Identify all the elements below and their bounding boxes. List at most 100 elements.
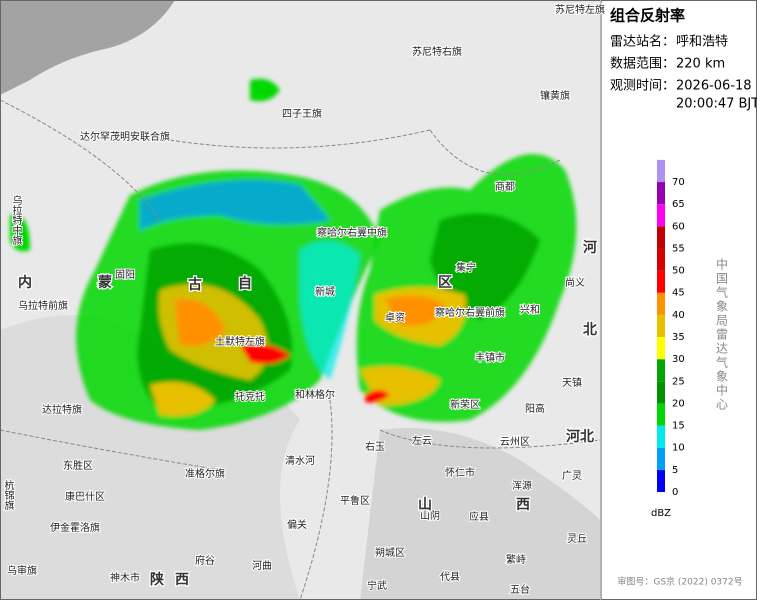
- region-label: 陕: [150, 571, 164, 588]
- info-value: 20:00:47 BJT: [676, 97, 757, 112]
- terrain-dark: [0, 0, 175, 95]
- info-value: 呼和浩特: [676, 35, 728, 50]
- colorbar-cell: [657, 182, 665, 205]
- colorbar-tick-label: 5: [672, 465, 678, 476]
- echo: [240, 343, 290, 364]
- place-label: 集宁: [456, 261, 476, 274]
- place-label: 和林格尔: [295, 388, 335, 401]
- place-label: 固阳: [115, 269, 135, 281]
- place-label: 达拉特旗: [42, 403, 82, 416]
- colorbar-cell: [657, 381, 665, 404]
- region-label: 河北: [566, 428, 594, 445]
- approval-label: 审图号：GS京 (2022) 0372号: [617, 576, 742, 588]
- place-label: 乌拉特中旗: [10, 194, 22, 246]
- colorbar-cell: [657, 447, 665, 470]
- place-label: 繁峙: [506, 553, 526, 566]
- panel-title: 组合反射率: [610, 7, 685, 25]
- colorbar-tick-label: 0: [672, 487, 678, 498]
- place-label: 四子王旗: [282, 107, 322, 120]
- colorbar-tick-label: 70: [672, 177, 685, 188]
- place-label: 山阴: [420, 510, 440, 522]
- place-label: 土默特左旗: [215, 335, 265, 348]
- info-label: 雷达站名：: [610, 34, 675, 50]
- place-label: 天镇: [562, 376, 582, 389]
- place-label: 兴和: [520, 304, 540, 316]
- echo: [250, 78, 280, 102]
- colorbar-cell: [657, 425, 665, 448]
- colorbar-cell: [657, 359, 665, 382]
- place-label: 镶黄旗: [540, 89, 570, 102]
- echo-layer: [10, 78, 577, 430]
- place-label: 朔城区: [375, 546, 405, 559]
- colorbar-tick-label: 60: [672, 221, 685, 232]
- info-value: 220 km: [676, 57, 725, 72]
- place-label: 苏尼特右旗: [412, 45, 462, 58]
- place-label: 杭锦旗: [2, 479, 14, 511]
- region-label: 西: [175, 572, 189, 588]
- place-label: 乌审旗: [7, 564, 37, 577]
- colorbar-tick-label: 35: [672, 332, 685, 343]
- place-label: 托克托: [235, 390, 265, 403]
- colorbar-cell: [657, 226, 665, 249]
- place-label: 准格尔旗: [185, 467, 225, 480]
- region-label: 内: [18, 274, 32, 291]
- region-label: 自: [238, 275, 252, 292]
- place-label: 察哈尔右翼前旗: [435, 306, 505, 319]
- place-label: 宁武: [367, 579, 387, 592]
- place-label: 右玉: [365, 440, 385, 453]
- echo: [140, 180, 330, 230]
- colorbar-tick-label: 40: [672, 310, 685, 321]
- region-label: 河: [583, 239, 597, 256]
- colorbar-cell: [657, 314, 665, 338]
- colorbar-tick-label: 30: [672, 354, 685, 365]
- echo: [10, 214, 30, 252]
- place-label: 新荣区: [450, 398, 480, 411]
- region-label: 山: [418, 497, 432, 513]
- place-label: 浑源: [512, 479, 532, 492]
- echo: [365, 390, 390, 403]
- place-label: 神木市: [110, 571, 140, 584]
- place-label: 灵丘: [567, 533, 587, 545]
- colorbar-tick-label: 65: [672, 199, 685, 210]
- place-label: 东胜区: [63, 459, 93, 472]
- colorbar-cell: [657, 204, 665, 227]
- colorbar-tick-label: 20: [672, 398, 685, 409]
- info-label: 观测时间：: [610, 79, 675, 94]
- place-label: 卓资: [385, 312, 405, 324]
- boundary: [0, 99, 601, 600]
- colorbar-cell: [657, 292, 665, 315]
- place-label: 河曲: [252, 560, 272, 572]
- place-label: 察哈尔右翼中旗: [317, 226, 387, 239]
- place-label: 康巴什区: [65, 490, 105, 503]
- place-label: 府谷: [195, 554, 215, 567]
- colorbar-tick-label: 15: [672, 421, 685, 432]
- place-label: 新城: [315, 285, 335, 298]
- colorbar-tick-label: 55: [672, 243, 685, 254]
- region-label: 古: [188, 276, 202, 293]
- echo: [385, 296, 445, 326]
- place-label: 广灵: [562, 470, 582, 482]
- place-label: 平鲁区: [340, 494, 370, 507]
- place-label: 偏关: [287, 518, 307, 531]
- place-label: 达尔罕茂明安联合旗: [80, 130, 170, 143]
- place-label: 商都: [495, 180, 515, 193]
- echo: [300, 241, 360, 380]
- info-value: 2026-06-18: [676, 79, 752, 94]
- echo: [150, 382, 215, 416]
- place-label: 左云: [412, 434, 432, 447]
- place-label: 阳高: [525, 402, 545, 415]
- colorbar-tick-label: 45: [672, 288, 685, 299]
- region-label: 北: [583, 322, 597, 338]
- side-panel: [600, 0, 757, 600]
- place-label: 苏尼特左旗: [555, 3, 605, 16]
- colorbar-cell: [657, 159, 665, 183]
- colorbar-cell: [657, 270, 665, 293]
- place-label: 丰镇市: [475, 351, 505, 364]
- place-label: 应县: [469, 510, 489, 523]
- terrain: [360, 428, 600, 600]
- colorbar-tick-label: 50: [672, 266, 685, 277]
- colorbar-cell: [657, 403, 665, 426]
- agency-label: 中国气象局雷达气象中心: [715, 257, 729, 412]
- region-label: 西: [516, 497, 530, 513]
